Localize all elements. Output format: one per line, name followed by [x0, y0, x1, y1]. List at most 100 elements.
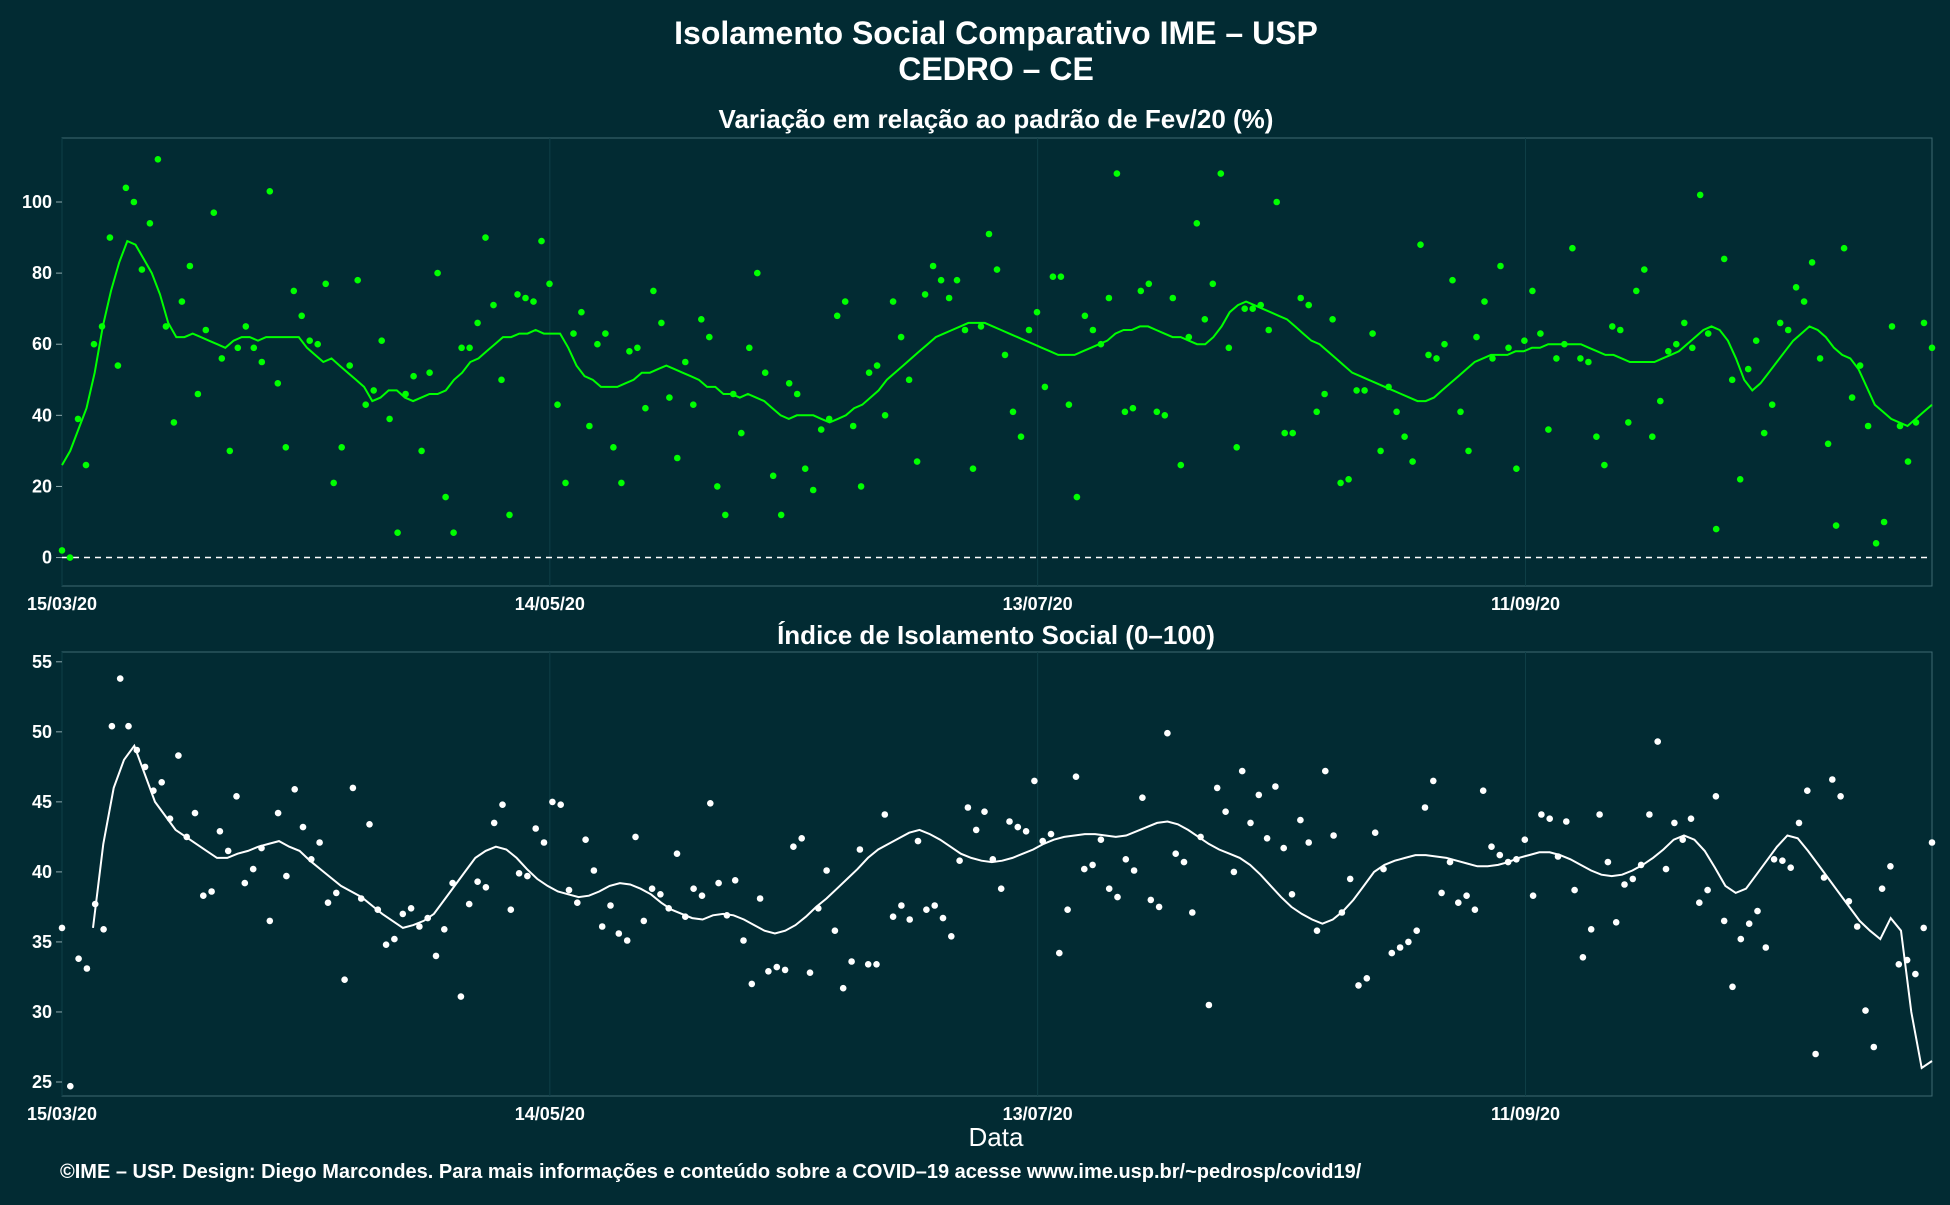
p2-data-point [848, 958, 855, 965]
p2-data-point [1297, 816, 1304, 824]
p2-data-point [1804, 787, 1811, 794]
p1-data-point [1665, 348, 1672, 355]
p2-data-point [1837, 793, 1844, 800]
p1-data-point [977, 323, 985, 330]
p2-data-point [324, 899, 332, 906]
p2-data-point [1471, 906, 1479, 913]
p1-data-point [602, 330, 609, 337]
p2-data-point [740, 937, 747, 944]
p1-data-point [210, 209, 218, 216]
p1-data-point [849, 422, 857, 430]
p1-data-point [1377, 447, 1384, 455]
p1-data-point [82, 461, 90, 469]
p2-data-point [607, 902, 614, 909]
p2-y-tick-label: 35 [32, 932, 52, 952]
p2-data-point [665, 905, 672, 912]
p2-data-point [424, 914, 432, 922]
p1-data-point [1840, 244, 1848, 252]
p1-data-point [937, 276, 945, 284]
p2-data-point [1571, 886, 1578, 894]
p1-data-point [993, 266, 1001, 273]
p1-data-point [1185, 333, 1193, 341]
p2-data-point [1887, 863, 1894, 870]
p1-data-point [610, 444, 617, 451]
p2-data-point [640, 917, 648, 925]
p2-data-point [357, 895, 365, 902]
p1-data-point [1513, 465, 1520, 473]
p1-data-point [969, 465, 977, 473]
p1-data-point [833, 312, 841, 320]
p1-data-point [426, 369, 433, 377]
p1-data-point [466, 344, 473, 352]
p1-data-point [1673, 340, 1680, 348]
p1-data-point [1121, 408, 1129, 416]
p2-data-point [1604, 858, 1612, 866]
p2-data-point [1696, 899, 1703, 906]
p1-data-point [402, 390, 409, 398]
p2-data-point [972, 826, 980, 834]
p1-data-point [1768, 401, 1776, 409]
p1-data-point [354, 276, 362, 284]
p2-data-point [1446, 858, 1454, 866]
p2-data-point [416, 923, 423, 930]
p2-data-point [1305, 839, 1312, 846]
p1-data-point [346, 362, 354, 369]
p2-data-point [1870, 1043, 1878, 1051]
p1-data-point [1145, 280, 1153, 288]
p2-data-point [441, 926, 448, 933]
p1-data-point [841, 298, 849, 305]
p1-data-point [793, 390, 801, 398]
p2-data-point [1338, 909, 1346, 916]
p2-data-point [1762, 944, 1770, 951]
p2-data-point [67, 1082, 74, 1090]
p2-data-point [191, 809, 199, 817]
p1-data-point [666, 394, 673, 401]
p2-data-point [964, 804, 972, 811]
p2-y-tick-label: 40 [32, 862, 52, 882]
p2-data-point [731, 877, 739, 884]
p1-data-point [1313, 408, 1320, 416]
p2-data-point [1488, 843, 1495, 850]
p1-data-point [1792, 284, 1800, 291]
p1-data-point [1712, 525, 1720, 533]
p2-data-point [823, 867, 830, 874]
p2-data-point [864, 961, 872, 968]
p1-data-point [1872, 540, 1880, 547]
p2-data-point [939, 914, 947, 922]
p1-x-tick-label: 14/05/20 [515, 594, 585, 614]
p1-data-point [1832, 522, 1840, 529]
p1-data-point [482, 234, 489, 241]
p2-data-point [515, 870, 523, 877]
p2-data-point [1720, 917, 1728, 925]
p1-data-point [226, 447, 234, 455]
p1-data-point [1816, 355, 1824, 362]
p1-data-point [897, 333, 905, 341]
p1-data-point [1433, 355, 1440, 362]
p2-data-point [1263, 835, 1271, 842]
p2-data-point [765, 968, 772, 975]
p1-data-point [777, 511, 785, 519]
p1-data-point [106, 234, 114, 241]
p2-data-point [1130, 867, 1138, 874]
p1-data-point [98, 323, 106, 330]
p2-data-point [1072, 773, 1080, 780]
p2-data-point [590, 867, 598, 874]
p2-data-point [1770, 856, 1778, 863]
p2-data-point [997, 885, 1005, 892]
p1-data-point [1856, 362, 1864, 369]
p1-data-point [58, 547, 66, 554]
p1-x-tick-label: 15/03/20 [27, 594, 97, 614]
p2-data-point [1712, 793, 1720, 800]
p1-data-point [122, 184, 130, 192]
p2-data-point [183, 833, 190, 841]
p1-data-point [138, 266, 146, 273]
p2-data-point [100, 926, 107, 933]
p1-data-point [1297, 294, 1304, 302]
p2-data-point [249, 865, 257, 873]
p2-data-point [366, 821, 373, 828]
p1-data-point [1353, 387, 1360, 394]
p2-data-point [565, 886, 573, 894]
p2-data-point [399, 910, 407, 918]
